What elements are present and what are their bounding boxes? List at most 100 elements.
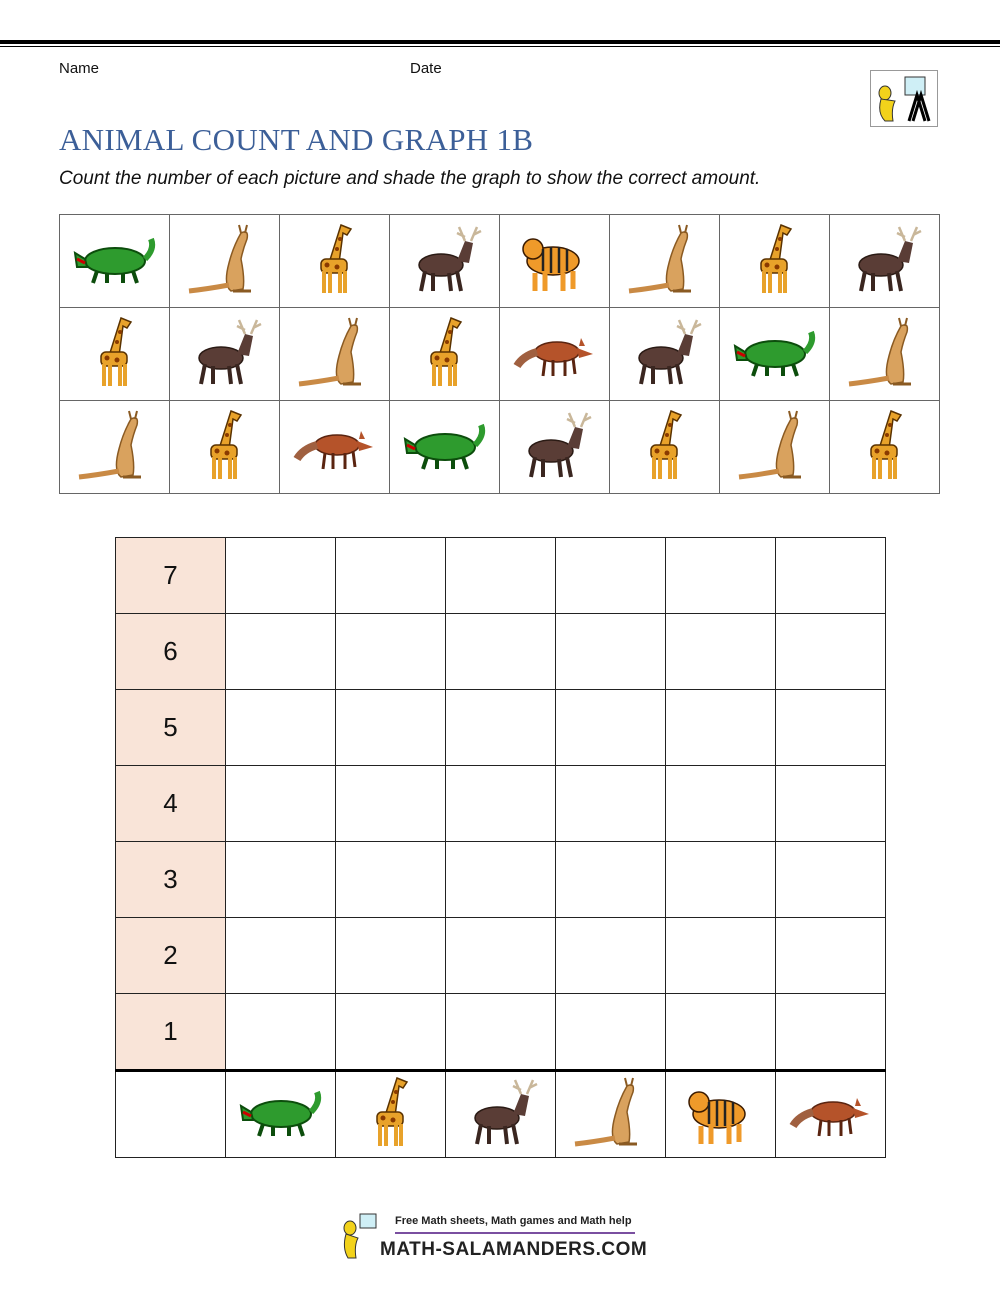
graph-cell[interactable] <box>445 613 556 690</box>
kangaroo-icon <box>78 410 141 479</box>
kangaroo-icon <box>298 317 361 386</box>
graph-cell[interactable] <box>555 841 666 918</box>
picture-row <box>59 307 940 401</box>
graph-cell[interactable] <box>665 689 776 766</box>
picture-cell <box>719 307 830 401</box>
graph-cell[interactable] <box>225 993 336 1071</box>
graph-cell[interactable] <box>335 537 446 614</box>
y-label: 5 <box>115 689 226 766</box>
graph-cell[interactable] <box>775 993 886 1071</box>
graph-cell[interactable] <box>775 841 886 918</box>
deer-icon <box>527 412 592 477</box>
graph-cell[interactable] <box>445 537 556 614</box>
graph-cell[interactable] <box>665 537 776 614</box>
graph-cell[interactable] <box>445 841 556 918</box>
graph-cell[interactable] <box>555 993 666 1071</box>
graph-cell[interactable] <box>665 917 776 994</box>
y-label: 4 <box>115 765 226 842</box>
category-deer <box>445 1069 556 1158</box>
graph-cell[interactable] <box>555 537 666 614</box>
giraffe-icon <box>319 223 352 293</box>
graph-cell[interactable] <box>335 613 446 690</box>
graph-cell[interactable] <box>775 689 886 766</box>
graph-cell[interactable] <box>445 765 556 842</box>
graph-cell[interactable] <box>555 917 666 994</box>
graph-cell[interactable] <box>225 689 336 766</box>
graph-cell[interactable] <box>555 689 666 766</box>
salamander-logo <box>870 70 938 127</box>
graph-row: 2 <box>115 917 886 994</box>
y-label: 6 <box>115 613 226 690</box>
corner-cell <box>115 1069 226 1158</box>
deer-icon <box>637 319 702 384</box>
graph-cell[interactable] <box>665 765 776 842</box>
graph-cell[interactable] <box>225 537 336 614</box>
graph-cell[interactable] <box>445 689 556 766</box>
category-crocodile <box>225 1069 336 1158</box>
deer-icon <box>473 1079 538 1145</box>
deer-icon <box>197 319 262 384</box>
crocodile-icon <box>239 1090 321 1137</box>
picture-cell <box>279 400 390 494</box>
picture-cell <box>389 400 500 494</box>
category-tiger <box>665 1069 776 1158</box>
page-title: ANIMAL COUNT AND GRAPH 1B <box>59 122 534 157</box>
crocodile-icon <box>403 423 485 470</box>
y-label: 7 <box>115 537 226 614</box>
crocodile-icon <box>733 330 815 377</box>
graph-cell[interactable] <box>225 841 336 918</box>
picture-cell <box>59 307 170 401</box>
graph-cell[interactable] <box>335 841 446 918</box>
graph-cell[interactable] <box>225 613 336 690</box>
crocodile-icon <box>73 237 155 284</box>
picture-cell <box>829 307 940 401</box>
picture-cell <box>499 400 610 494</box>
graph-cell[interactable] <box>445 993 556 1071</box>
graph-cell[interactable] <box>225 917 336 994</box>
graph-cell[interactable] <box>775 613 886 690</box>
picture-cell <box>829 400 940 494</box>
picture-cell <box>499 214 610 308</box>
graph-cell[interactable] <box>665 841 776 918</box>
graph-cell[interactable] <box>775 537 886 614</box>
graph-cell[interactable] <box>335 765 446 842</box>
footer-divider <box>395 1232 635 1234</box>
graph-row: 7 <box>115 537 886 614</box>
category-row <box>115 1069 886 1158</box>
picture-cell <box>169 307 280 401</box>
graph-cell[interactable] <box>225 765 336 842</box>
graph-cell[interactable] <box>335 993 446 1071</box>
graph-cell[interactable] <box>335 917 446 994</box>
footer-tagline: Free Math sheets, Math games and Math he… <box>395 1215 632 1227</box>
kangaroo-icon <box>574 1077 637 1147</box>
picture-grid <box>59 214 940 494</box>
graph-cell[interactable] <box>335 689 446 766</box>
graph-row: 6 <box>115 613 886 690</box>
picture-cell <box>169 214 280 308</box>
graph-cell[interactable] <box>665 993 776 1071</box>
graph-cell[interactable] <box>665 613 776 690</box>
footer-logo: Free Math sheets, Math games and Math he… <box>340 1212 680 1270</box>
picture-cell <box>609 400 720 494</box>
kangaroo-icon <box>848 317 911 386</box>
graph-row: 5 <box>115 689 886 766</box>
picture-cell <box>279 307 390 401</box>
category-giraffe <box>335 1069 446 1158</box>
picture-cell <box>59 214 170 308</box>
picture-cell <box>609 214 720 308</box>
picture-cell <box>499 307 610 401</box>
kangaroo-icon <box>628 224 691 293</box>
picture-cell <box>719 214 830 308</box>
tiger-icon <box>687 1091 746 1144</box>
graph-cell[interactable] <box>775 765 886 842</box>
footer-site: MATH-SALAMANDERS.COM <box>380 1239 648 1260</box>
y-label: 1 <box>115 993 226 1071</box>
graph-cell[interactable] <box>445 917 556 994</box>
graph-cell[interactable] <box>555 613 666 690</box>
date-label: Date <box>410 60 442 77</box>
graph-cell[interactable] <box>775 917 886 994</box>
giraffe-icon <box>649 409 682 479</box>
fox-icon <box>513 337 593 376</box>
graph-cell[interactable] <box>555 765 666 842</box>
